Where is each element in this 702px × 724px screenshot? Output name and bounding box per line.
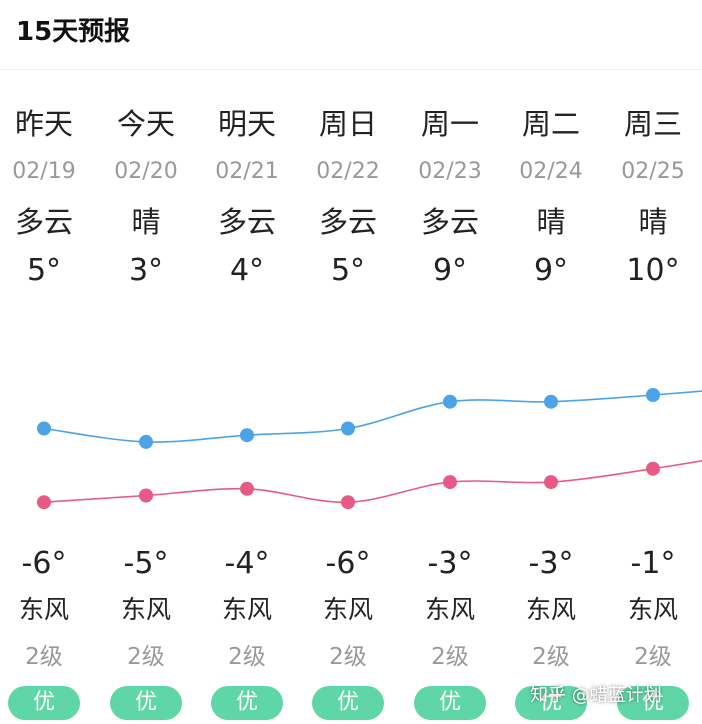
low-temp: -4° — [224, 546, 270, 581]
wind-level: 2级 — [127, 644, 165, 670]
forecast-day-2[interactable]: 明天 02/21 多云 4° -4° 东风 2级 优 — [197, 0, 297, 724]
watermark: 知乎 @蜡蓝计划 — [530, 685, 662, 706]
weather-condition: 晴 — [131, 205, 161, 239]
date-label: 02/22 — [316, 159, 380, 184]
low-temp-point-2 — [240, 481, 254, 496]
day-label: 明天 — [217, 107, 276, 141]
forecast-day-1[interactable]: 今天 02/20 晴 3° -5° 东风 2级 优 — [96, 0, 196, 724]
high-temp-point-5 — [544, 394, 558, 409]
high-temp: 9° — [432, 253, 468, 288]
high-temp-point-0 — [37, 421, 51, 436]
high-temp: 9° — [533, 253, 569, 288]
low-temp-point-1 — [139, 488, 153, 503]
high-temp: 3° — [128, 253, 164, 288]
high-temp-point-2 — [240, 428, 254, 443]
low-temp: -1° — [630, 546, 676, 581]
high-temp: 5° — [330, 253, 366, 288]
wind-direction: 东风 — [525, 595, 576, 624]
date-label: 02/21 — [215, 159, 279, 184]
weather-condition: 多云 — [318, 205, 377, 239]
high-temp-point-1 — [139, 434, 153, 449]
aqi-badge[interactable]: 优 — [8, 686, 80, 720]
day-label: 昨天 — [14, 107, 73, 141]
high-temp: 5° — [26, 253, 62, 288]
date-label: 02/25 — [621, 159, 685, 184]
wind-direction: 东风 — [221, 595, 272, 624]
low-temp: -3° — [528, 546, 574, 581]
wind-direction: 东风 — [424, 595, 475, 624]
forecast-day-5[interactable]: 周二 02/24 晴 9° -3° 东风 2级 优 — [501, 0, 601, 724]
aqi-badge[interactable]: 优 — [211, 686, 283, 720]
low-temp-line — [43, 460, 702, 504]
wind-level: 2级 — [532, 644, 570, 670]
high-temp-points — [37, 388, 660, 449]
date-label: 02/19 — [12, 159, 76, 184]
high-temp-line — [43, 390, 702, 443]
aqi-badge[interactable]: 优 — [515, 686, 587, 720]
forecast-day-3[interactable]: 周日 02/22 多云 5° -6° 东风 2级 优 — [298, 0, 398, 724]
wind-direction: 东风 — [18, 595, 69, 624]
day-label: 周二 — [521, 107, 580, 141]
wind-level: 2级 — [228, 644, 266, 670]
header-bar: 15天预报 — [0, 0, 702, 70]
wind-level: 2级 — [329, 644, 367, 670]
high-temp-point-3 — [341, 421, 355, 436]
wind-direction: 东风 — [627, 595, 678, 624]
forecast-day-0[interactable]: 昨天 02/19 多云 5° -6° 东风 2级 优 — [0, 0, 94, 724]
low-temp-point-3 — [341, 495, 355, 510]
weather-condition: 晴 — [638, 205, 668, 239]
date-label: 02/23 — [418, 159, 482, 184]
weather-condition: 多云 — [420, 205, 479, 239]
aqi-badge[interactable]: 优 — [110, 686, 182, 720]
low-temp-point-0 — [37, 495, 51, 510]
weather-condition: 多云 — [14, 205, 73, 239]
low-temp: -3° — [427, 546, 473, 581]
low-temp: -6° — [325, 546, 371, 581]
wind-level: 2级 — [431, 644, 469, 670]
weather-condition: 多云 — [217, 205, 276, 239]
low-temp: -6° — [21, 546, 67, 581]
wind-direction: 东风 — [120, 595, 171, 624]
page-title: 15天预报 — [16, 17, 131, 47]
low-temp-points — [37, 461, 660, 510]
date-label: 02/20 — [114, 159, 178, 184]
day-label: 周三 — [623, 107, 682, 141]
aqi-badge[interactable]: 优 — [617, 686, 689, 720]
day-label: 周日 — [318, 107, 377, 141]
high-temp-point-6 — [646, 388, 660, 402]
aqi-badge[interactable]: 优 — [414, 686, 486, 720]
day-label: 今天 — [116, 107, 175, 141]
low-temp-point-4 — [443, 475, 457, 490]
low-temp-point-6 — [646, 461, 660, 476]
day-label: 周一 — [420, 107, 479, 141]
wind-direction: 东风 — [322, 595, 373, 624]
high-temp: 10° — [626, 253, 680, 288]
wind-level: 2级 — [634, 644, 672, 670]
low-temp-point-5 — [544, 475, 558, 490]
weather-condition: 晴 — [536, 205, 566, 239]
date-label: 02/24 — [519, 159, 583, 184]
wind-level: 2级 — [25, 644, 63, 670]
forecast-day-6[interactable]: 周三 02/25 晴 10° -1° 东风 2级 优 — [603, 0, 702, 724]
high-temp-point-4 — [443, 394, 457, 409]
forecast-day-4[interactable]: 周一 02/23 多云 9° -3° 东风 2级 优 — [400, 0, 500, 724]
low-temp: -5° — [123, 546, 169, 581]
high-temp: 4° — [229, 253, 265, 288]
aqi-badge[interactable]: 优 — [312, 686, 384, 720]
temperature-trend-chart — [37, 388, 702, 510]
